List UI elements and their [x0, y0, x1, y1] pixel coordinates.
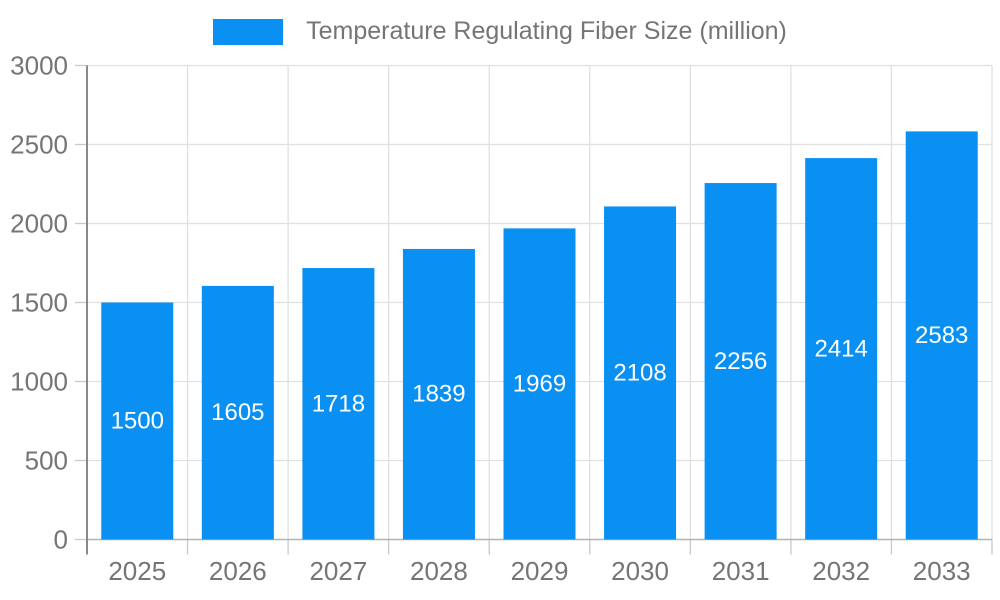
bar-2027[interactable]: [302, 268, 375, 540]
y-axis-tick-label: 1500: [10, 288, 68, 318]
y-axis-tick-label: 1000: [10, 367, 68, 397]
x-axis-tick-label: 2025: [108, 556, 166, 586]
y-axis-tick-label: 500: [25, 446, 68, 476]
bar-2029[interactable]: [503, 228, 576, 540]
bar-value-label: 2414: [814, 335, 867, 362]
bar-value-label: 1500: [111, 408, 164, 435]
x-axis-tick-label: 2030: [611, 556, 669, 586]
x-axis-tick-label: 2032: [812, 556, 870, 586]
bar-2033[interactable]: [905, 131, 978, 540]
bar-2031[interactable]: [704, 183, 777, 540]
x-axis-tick-label: 2029: [511, 556, 569, 586]
x-axis-tick-label: 2031: [712, 556, 770, 586]
bar-value-label: 1839: [412, 381, 465, 408]
x-axis-tick-label: 2033: [913, 556, 971, 586]
bar-2032[interactable]: [805, 158, 878, 540]
bar-2030[interactable]: [604, 206, 677, 540]
bar-value-label: 2583: [915, 322, 968, 349]
y-axis-tick-label: 3000: [10, 51, 68, 81]
bar-value-label: 2256: [714, 348, 767, 375]
y-axis-tick-label: 0: [54, 525, 68, 555]
y-axis-tick-label: 2000: [10, 209, 68, 239]
legend-swatch: [213, 18, 284, 45]
bar-value-label: 1718: [312, 390, 365, 417]
bar-2025[interactable]: [101, 302, 174, 540]
x-axis-tick-label: 2028: [410, 556, 468, 586]
bar-2026[interactable]: [201, 285, 274, 540]
x-axis-tick-label: 2027: [309, 556, 367, 586]
x-axis-tick-label: 2026: [209, 556, 267, 586]
bar-value-label: 2108: [613, 359, 666, 386]
bar-value-label: 1605: [211, 399, 264, 426]
bar-2028[interactable]: [402, 248, 475, 540]
y-axis-tick-label: 2500: [10, 130, 68, 160]
legend-label: Temperature Regulating Fiber Size (milli…: [306, 17, 787, 45]
chart-legend[interactable]: Temperature Regulating Fiber Size (milli…: [0, 18, 1000, 45]
bar-value-label: 1969: [513, 370, 566, 397]
